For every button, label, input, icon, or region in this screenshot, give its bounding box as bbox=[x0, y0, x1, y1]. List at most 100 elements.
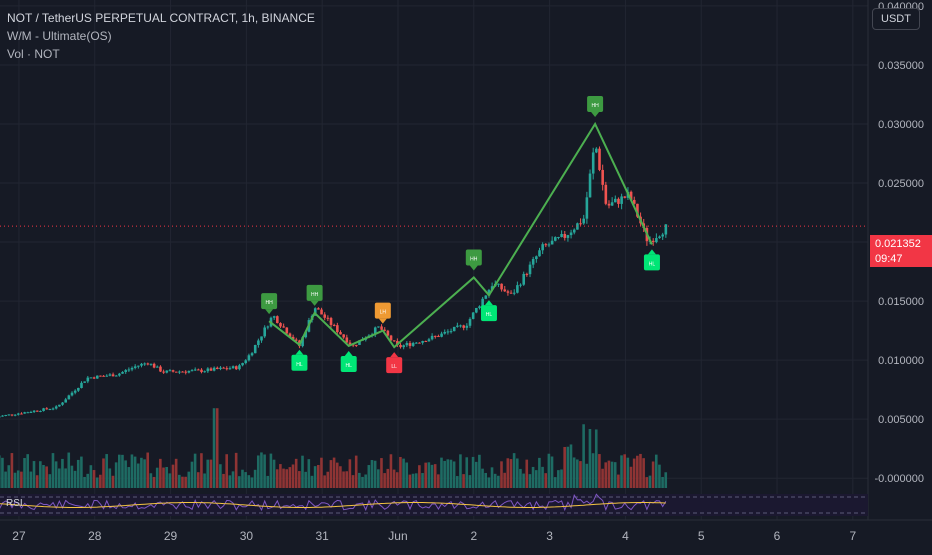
volume-bar bbox=[219, 464, 222, 488]
candle-body bbox=[377, 326, 380, 328]
volume-bar bbox=[76, 459, 80, 488]
volume-bar bbox=[225, 454, 228, 488]
volume-bar bbox=[474, 461, 478, 488]
volume-bar bbox=[272, 459, 276, 488]
volume-bar bbox=[604, 462, 608, 488]
volume-bar bbox=[51, 453, 55, 488]
volume-bar bbox=[354, 455, 358, 488]
candle-body bbox=[408, 343, 412, 346]
volume-bar bbox=[661, 476, 664, 488]
volume-bar bbox=[658, 464, 661, 488]
candle-body bbox=[45, 408, 49, 410]
candle-body bbox=[39, 410, 42, 412]
volume-bar bbox=[361, 476, 364, 488]
candle-body bbox=[32, 410, 36, 412]
volume-bar bbox=[493, 473, 497, 488]
rsi-label[interactable]: RSI bbox=[6, 498, 23, 509]
candle-body bbox=[591, 152, 595, 174]
volume-bar bbox=[386, 468, 390, 488]
volume-bar bbox=[664, 472, 668, 488]
candle-body bbox=[418, 342, 421, 344]
volume-bar bbox=[67, 452, 71, 488]
volume-bar bbox=[335, 462, 339, 488]
volume-bar bbox=[73, 470, 77, 488]
volume-bar bbox=[108, 468, 112, 488]
candle-body bbox=[550, 240, 554, 245]
candle-body bbox=[200, 369, 203, 373]
volume-bar bbox=[35, 475, 39, 488]
volume-bar bbox=[80, 456, 83, 488]
candle-body bbox=[402, 345, 405, 348]
candle-body bbox=[77, 387, 80, 391]
volume-bar bbox=[430, 464, 434, 488]
candle-body bbox=[121, 371, 124, 374]
symbol-title[interactable]: NOT / TetherUS PERPETUAL CONTRACT, 1h, B… bbox=[7, 11, 315, 25]
pivot-label-box bbox=[306, 284, 323, 301]
candle-body bbox=[266, 326, 270, 328]
rsi-pane-band bbox=[0, 494, 868, 516]
volume-bar bbox=[4, 471, 7, 488]
volume-bar bbox=[234, 452, 238, 488]
candle-body bbox=[99, 375, 102, 377]
candle-body bbox=[184, 371, 188, 373]
volume-bar bbox=[598, 454, 601, 488]
volume-bar bbox=[117, 454, 121, 488]
bar-countdown: 09:47 bbox=[875, 253, 903, 265]
volume-bar bbox=[645, 477, 649, 488]
candle-body bbox=[452, 326, 456, 332]
volume-bar bbox=[298, 471, 301, 488]
volume-bar bbox=[203, 473, 206, 488]
volume-bar bbox=[648, 475, 652, 488]
volume-bar bbox=[414, 473, 418, 488]
candle-body bbox=[336, 325, 339, 333]
candle-body bbox=[181, 371, 184, 373]
pivot-label-pointer bbox=[390, 352, 399, 358]
candle-body bbox=[146, 363, 150, 365]
candle-body bbox=[490, 286, 494, 290]
y-tick-label: -0.000000 bbox=[874, 473, 924, 485]
volume-bar bbox=[288, 467, 292, 488]
volume-bar bbox=[320, 457, 323, 488]
volume-bar bbox=[244, 472, 247, 488]
pivot-label-pointer bbox=[265, 309, 274, 315]
volume-bar bbox=[519, 468, 522, 488]
candle-body bbox=[133, 366, 137, 368]
volume-bar bbox=[462, 474, 465, 488]
volume-bar bbox=[64, 468, 67, 488]
indicator-volume-label[interactable]: Vol · NOT bbox=[7, 47, 60, 61]
pivot-label-text: HL bbox=[649, 261, 656, 267]
volume-bar bbox=[111, 475, 115, 488]
candle-body bbox=[152, 363, 156, 368]
candle-body bbox=[557, 236, 560, 238]
candle-body bbox=[0, 416, 1, 418]
currency-button[interactable]: USDT bbox=[872, 8, 920, 30]
candle-body bbox=[500, 283, 503, 290]
volume-bar bbox=[481, 468, 484, 488]
volume-bar bbox=[228, 475, 232, 488]
candle-body bbox=[332, 324, 336, 326]
candle-body bbox=[468, 318, 472, 326]
candle-body bbox=[354, 344, 358, 346]
candle-body bbox=[118, 373, 121, 376]
volume-bar bbox=[310, 475, 314, 488]
indicator-ultimate-label[interactable]: W/M - Ultimate(OS) bbox=[7, 29, 112, 43]
candle-body bbox=[326, 317, 330, 319]
candle-body bbox=[80, 382, 83, 388]
volume-bar bbox=[124, 460, 127, 488]
volume-bar bbox=[279, 464, 282, 488]
volume-bar bbox=[231, 471, 235, 488]
candle-body bbox=[572, 229, 576, 233]
volume-bar bbox=[512, 453, 516, 488]
volume-bar bbox=[48, 474, 52, 488]
candle-body bbox=[159, 366, 162, 372]
candle-body bbox=[86, 377, 90, 382]
candle-body bbox=[4, 414, 7, 416]
candle-body bbox=[149, 363, 153, 365]
volume-bar bbox=[332, 457, 336, 488]
candle-body bbox=[304, 331, 308, 338]
volume-bar bbox=[487, 477, 491, 488]
candle-body bbox=[525, 273, 529, 275]
volume-bar bbox=[405, 462, 409, 488]
